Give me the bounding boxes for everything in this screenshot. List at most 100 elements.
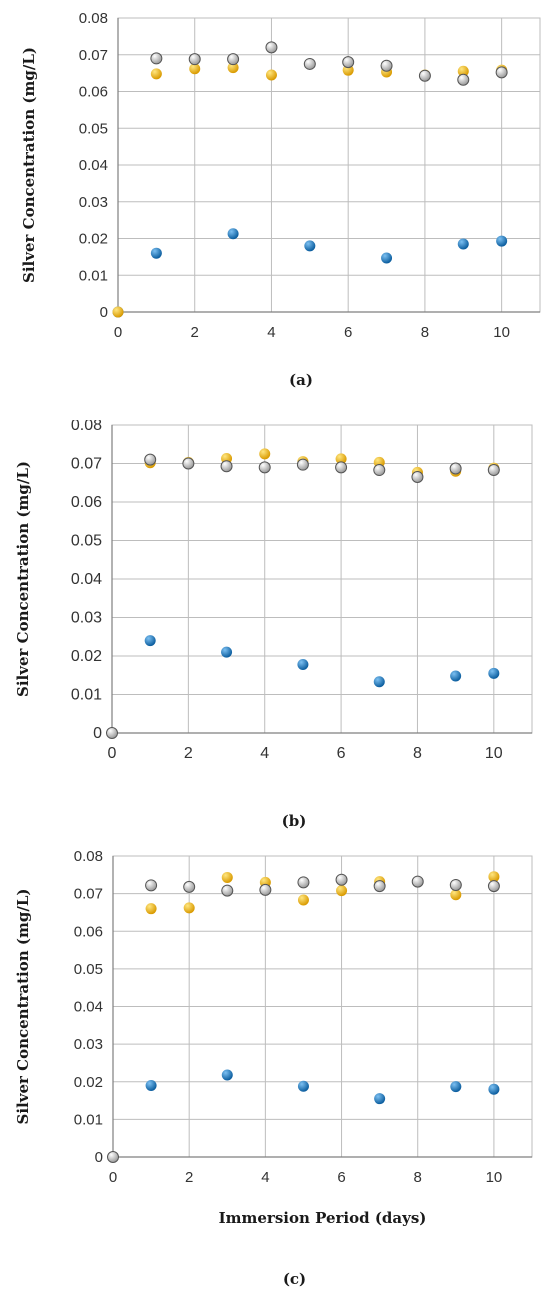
data-point	[488, 1083, 500, 1095]
x-tick-label: 4	[261, 1169, 269, 1186]
y-tick-label: 0.06	[79, 84, 108, 101]
data-point	[449, 878, 462, 891]
y-tick-label: 0	[95, 1149, 103, 1166]
data-point	[259, 883, 272, 896]
data-point	[265, 41, 278, 54]
data-point	[373, 676, 385, 688]
y-tick-label: 0.06	[74, 923, 103, 940]
data-point	[495, 66, 508, 79]
data-point	[221, 871, 233, 883]
data-point	[457, 238, 469, 250]
data-point	[145, 1080, 157, 1092]
x-tick-label: 4	[267, 324, 275, 341]
data-point	[411, 875, 424, 888]
data-point	[221, 1069, 233, 1081]
data-point	[457, 65, 469, 77]
x-tick-label: 2	[191, 324, 199, 341]
data-point	[150, 52, 163, 65]
x-tick-label: 0	[114, 324, 122, 341]
data-point	[221, 884, 234, 897]
y-tick-label: 0.05	[79, 120, 108, 137]
y-tick-label: 0.02	[74, 1074, 103, 1091]
data-point	[449, 462, 462, 475]
data-point	[145, 879, 158, 892]
data-point	[457, 73, 470, 86]
data-point	[144, 453, 157, 466]
y-tick-label: 0.03	[79, 194, 108, 211]
y-tick-label: 0.01	[79, 267, 108, 284]
data-point	[335, 873, 348, 886]
data-point	[487, 880, 500, 893]
y-tick-label: 0.03	[74, 1036, 103, 1053]
data-point	[374, 1093, 386, 1105]
data-point	[297, 658, 309, 670]
y-tick-label: 0.05	[71, 533, 102, 550]
y-tick-label: 0.05	[74, 961, 103, 978]
x-tick-label: 10	[485, 745, 503, 762]
data-point	[380, 59, 393, 72]
y-tick-label: 0.08	[79, 10, 108, 27]
data-point	[297, 876, 310, 889]
scatter-chart-b: 0 0.01 0.02 0.03 0.04 0.05 0.06 0.07 0.08 0 2 4 6 8 10…	[14, 420, 533, 830]
data-point	[221, 646, 233, 658]
x-tick-label: 6	[344, 324, 352, 341]
data-point	[496, 235, 508, 247]
data-point	[335, 461, 348, 474]
y-tick-label: 0.06	[71, 494, 102, 511]
data-point	[342, 64, 354, 76]
data-point	[106, 727, 118, 739]
chart-panel-c: 0 0.01 0.02 0.03 0.04 0.05 0.06 0.07 0.08 0 2 4 6 8 10…	[0, 850, 550, 1310]
data-point	[418, 69, 431, 82]
data-point	[189, 63, 201, 75]
y-tick-label: 0.07	[79, 47, 108, 64]
data-point	[227, 53, 240, 66]
y-tick-label: 0.04	[74, 999, 103, 1016]
y-tick-label: 0.04	[79, 157, 108, 174]
data-point	[259, 448, 271, 460]
y-tick-label: 0.03	[71, 610, 102, 627]
x-tick-label: 10	[493, 324, 510, 341]
data-point	[150, 247, 162, 259]
panel-caption: (c)	[283, 1270, 306, 1288]
y-tick-label: 0	[93, 725, 102, 742]
y-axis-title: Silver Concentration (mg/L)	[14, 461, 32, 697]
data-point	[183, 902, 195, 914]
x-tick-label: 2	[184, 745, 193, 762]
data-point	[487, 464, 500, 477]
data-point	[258, 461, 271, 474]
x-tick-label: 2	[185, 1169, 193, 1186]
data-point	[296, 458, 309, 471]
data-point	[488, 667, 500, 679]
x-tick-label: 4	[260, 745, 269, 762]
data-point	[450, 889, 462, 901]
y-tick-label: 0.04	[71, 571, 102, 588]
data-point	[297, 1080, 309, 1092]
data-point	[227, 62, 239, 74]
y-tick-label: 0.08	[74, 850, 103, 865]
x-tick-label: 8	[421, 324, 429, 341]
y-tick-label: 0.02	[79, 231, 108, 248]
data-point	[107, 1151, 119, 1163]
data-point	[373, 880, 386, 893]
data-point	[227, 228, 239, 240]
data-point	[144, 635, 156, 647]
data-point	[182, 457, 195, 470]
x-tick-label: 6	[337, 745, 346, 762]
data-point	[265, 69, 277, 81]
data-point	[297, 894, 309, 906]
x-tick-label: 0	[109, 1169, 117, 1186]
data-point	[488, 871, 500, 883]
x-tick-label: 6	[337, 1169, 345, 1186]
y-axis-title: Silver Concentration (mg/L)	[20, 47, 38, 283]
data-point	[303, 57, 316, 70]
y-tick-label: 0.07	[71, 456, 102, 473]
y-tick-label: 0.02	[71, 648, 102, 665]
data-point	[342, 56, 355, 69]
chart-panel-a: 0 0.01 0.02 0.03 0.04 0.05 0.06 0.07 0.08 0 2 4 6 8 10…	[0, 0, 550, 420]
y-tick-label: 0.08	[71, 420, 102, 434]
x-axis-title: Immersion Period (days)	[219, 1209, 427, 1227]
data-point	[381, 252, 393, 264]
x-tick-label: 0	[108, 745, 117, 762]
data-point	[450, 1081, 462, 1093]
x-tick-label: 8	[414, 1169, 422, 1186]
